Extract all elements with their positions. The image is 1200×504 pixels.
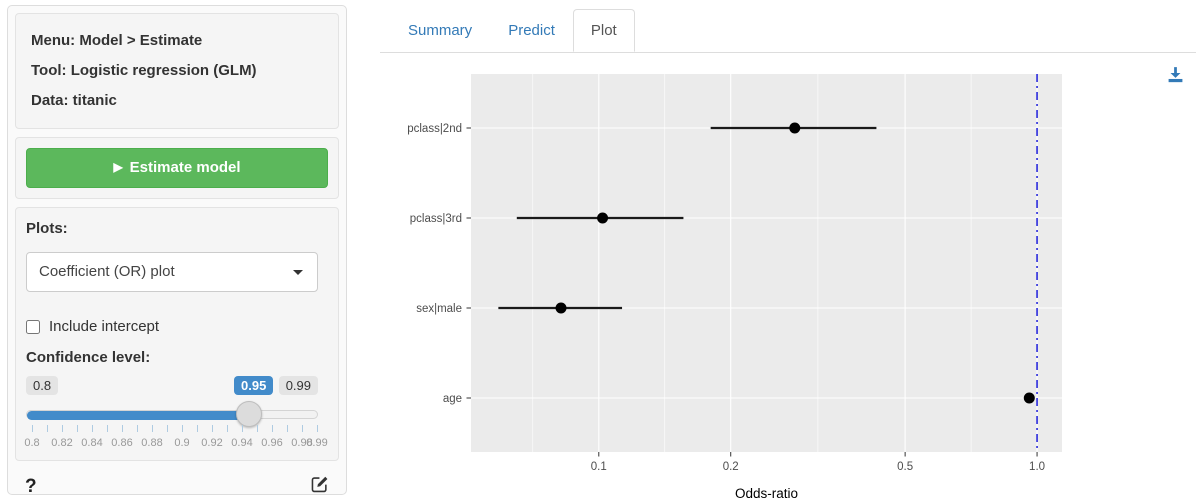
slider-tick-label: 0.92 [201, 437, 223, 449]
slider-tick [212, 425, 213, 432]
odds-ratio-plot-svg: 0.1 0.2 0.5 1.0 pclass|2nd pclass|3rd sex|male… [407, 74, 1062, 501]
slider-tick [317, 425, 318, 432]
sidebar-footer: ? [15, 469, 339, 498]
slider-tick [287, 425, 288, 432]
download-icon[interactable] [1167, 66, 1184, 88]
slider-tick [32, 425, 33, 432]
x-axis-title: Odds-ratio [735, 486, 798, 501]
slider-fill [27, 411, 250, 420]
data-point [597, 212, 609, 224]
y-category-label: sex|male [416, 303, 462, 315]
include-intercept-row: Include intercept [26, 318, 159, 335]
edit-report-icon[interactable] [311, 475, 329, 498]
tab-summary[interactable]: Summary [408, 22, 473, 39]
x-tick-label: 0.2 [723, 461, 739, 473]
slider-tick [242, 425, 243, 432]
data-point [1023, 392, 1035, 404]
menu-breadcrumb: Menu: Model > Estimate [31, 32, 203, 49]
sidebar: Menu: Model > Estimate Tool: Logistic re… [7, 5, 347, 498]
data-label: Data: titanic [31, 92, 117, 109]
slider-tick-label: 0.86 [111, 437, 133, 449]
x-tick-label: 0.5 [897, 461, 913, 473]
y-category-label: age [443, 393, 462, 405]
model-info-panel: Menu: Model > Estimate Tool: Logistic re… [15, 13, 339, 129]
slider-tick [77, 425, 78, 432]
data-point [555, 302, 567, 314]
slider-tick [272, 425, 273, 432]
slider-tick-label: 0.9 [174, 437, 190, 449]
slider-tick-label: 0.84 [81, 437, 103, 449]
slider-tick-label: 0.94 [231, 437, 253, 449]
help-icon[interactable]: ? [25, 475, 37, 497]
slider-grid: 0.8 0.82 0.84 0.86 0.88 0.9 0.92 0.94 0.96 0.98 0.… [24, 425, 328, 455]
slider-min-badge: 0.8 [26, 376, 59, 395]
slider-tick [197, 425, 198, 432]
tab-bar: Summary Predict Plot [380, 0, 1196, 53]
slider-tick [62, 425, 63, 432]
slider-tick [182, 425, 183, 432]
include-intercept-label: Include intercept [49, 318, 160, 335]
plot-type-select[interactable]: Coefficient (OR) plot [26, 252, 318, 292]
y-category-label: pclass|2nd [407, 123, 462, 135]
slider-tick [122, 425, 123, 432]
slider-max-badge: 0.99 [278, 376, 318, 395]
estimate-model-label: Estimate model [129, 159, 241, 176]
slider-tick [137, 425, 138, 432]
tool-label: Tool: Logistic regression (GLM) [31, 62, 257, 79]
estimate-model-button[interactable]: ▶ Estimate model [26, 148, 328, 188]
slider-tick [152, 425, 153, 432]
slider-value-badge: 0.95 [234, 376, 274, 395]
y-category-label: pclass|3rd [410, 213, 462, 225]
odds-ratio-plot: 0.1 0.2 0.5 1.0 pclass|2nd pclass|3rd sex|male… [380, 56, 1196, 504]
caret-down-icon [293, 270, 303, 275]
include-intercept-checkbox[interactable] [26, 319, 40, 334]
tab-predict[interactable]: Predict [508, 22, 555, 39]
slider-tick [302, 425, 303, 432]
slider-tick-label: 0.88 [141, 437, 163, 449]
slider-handle[interactable] [236, 401, 262, 427]
plot-panel [471, 74, 1062, 452]
plot-type-selected-value: Coefficient (OR) plot [39, 263, 175, 280]
slider-tick-label: 0.98 [291, 437, 313, 449]
main-content: Summary Predict Plot 0.1 0.2 0.5 1.0 pclass|… [370, 0, 1200, 504]
slider-tick [92, 425, 93, 432]
confidence-slider: 0.8 0.82 0.84 0.86 0.88 0.9 0.92 0.94 0.96 0.98 0.… [24, 401, 328, 456]
data-point [789, 122, 801, 134]
slider-tick [107, 425, 108, 432]
plot-controls-panel: Plots: Coefficient (OR) plot Include int… [15, 207, 339, 461]
play-icon: ▶ [113, 160, 123, 174]
slider-tick-label: 0.8 [24, 437, 40, 449]
slider-track[interactable] [26, 410, 318, 420]
slider-badge-row: 0.8 0.95 0.99 [16, 376, 338, 398]
slider-tick [227, 425, 228, 432]
x-tick-label: 1.0 [1029, 461, 1045, 473]
confidence-level-label: Confidence level: [26, 349, 151, 366]
slider-tick-label: 0.82 [51, 437, 73, 449]
plots-label: Plots: [26, 220, 68, 237]
slider-tick-label: 0.99 [306, 437, 328, 449]
slider-tick-label: 0.96 [261, 437, 283, 449]
x-tick-label: 0.1 [591, 461, 607, 473]
slider-tick [47, 425, 48, 432]
slider-tick [167, 425, 168, 432]
tab-plot[interactable]: Plot [572, 9, 635, 52]
estimate-panel: ▶ Estimate model [15, 137, 339, 199]
slider-tick [257, 425, 258, 432]
